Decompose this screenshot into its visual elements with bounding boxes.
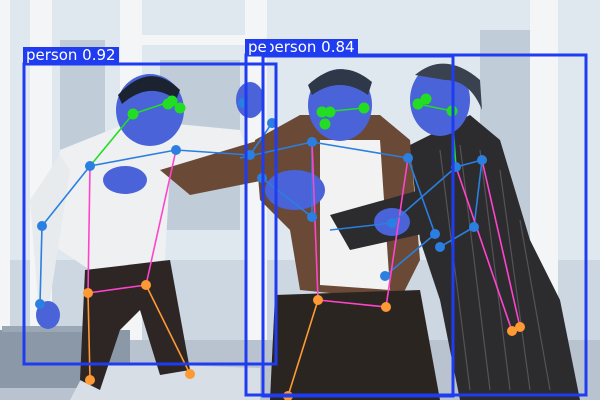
detection-label: pe [245,39,270,56]
skeleton-limb [261,177,313,218]
skeleton-limb [473,159,483,228]
keypoint [141,280,151,290]
keypoint [515,322,525,332]
keypoint [174,102,186,114]
skeleton-limb [407,157,436,235]
skeleton-limb [41,165,91,227]
keypoint [171,145,181,155]
keypoint [435,242,445,252]
keypoint [35,299,45,309]
keypoint [477,155,487,165]
skeleton-limb [39,225,43,305]
keypoint [380,271,390,281]
skeleton-limb [384,233,436,277]
skeleton-limb [175,149,251,156]
keypoint [307,212,317,222]
skeleton-limb [481,159,521,328]
keypoint [185,369,195,379]
keypoint [162,98,174,110]
keypoint [430,229,440,239]
skeleton-limb [145,284,191,375]
skeleton-limb [287,299,319,397]
keypoint [469,222,479,232]
detection-box [244,53,588,397]
keypoint [313,295,323,305]
keypoint [387,218,397,228]
detection-box [22,62,278,366]
skeleton-limb [385,157,409,308]
skeleton-limb [89,113,134,167]
keypoint [83,288,93,298]
keypoint [319,118,331,130]
skeleton-limb [439,226,475,248]
skeleton-limb [329,222,393,231]
keypoint [324,106,336,118]
detection-label: person 0.92 [23,47,119,64]
skeleton-limb [87,284,147,294]
keypoint [412,98,424,110]
keypoint [85,161,95,171]
detection-label: person 0.84 [262,39,358,56]
skeleton-limb [249,122,273,156]
keypoint [37,221,47,231]
keypoint [381,302,391,312]
skeleton-limb [317,299,387,308]
skeleton-limb [417,103,453,112]
keypoint [307,137,317,147]
skeleton-limb [455,166,513,332]
keypoint [316,106,328,118]
keypoint [358,102,370,114]
keypoint [85,375,95,385]
skeleton-limb [87,165,91,294]
skeleton-limb [145,149,177,286]
keypoint [127,108,139,120]
keypoint [403,153,413,163]
skeleton-limb [391,166,457,224]
keypoint [420,93,432,105]
skeleton-limb [89,149,177,167]
keypoint [507,326,517,336]
skeleton-limb [311,141,409,159]
